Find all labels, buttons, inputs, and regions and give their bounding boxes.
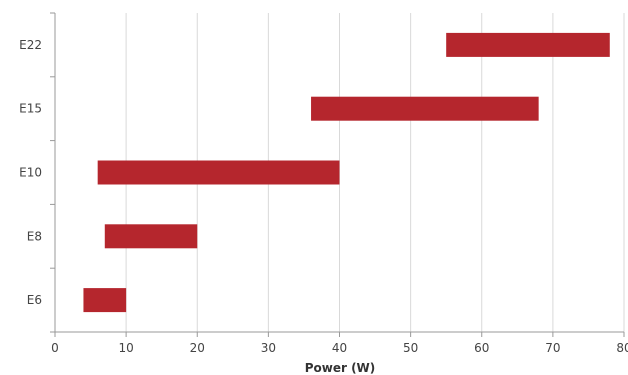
bar-e15 <box>311 96 539 121</box>
y-tick-label: E15 <box>19 102 42 116</box>
x-tick-label: 50 <box>403 341 418 355</box>
y-tick-label: E10 <box>19 166 42 180</box>
bar-e6 <box>83 288 127 313</box>
x-axis-title: Power (W) <box>305 361 376 375</box>
bars <box>83 32 610 313</box>
axes <box>50 12 625 337</box>
x-tick-label: 10 <box>118 341 133 355</box>
x-tick-label: 80 <box>616 341 628 355</box>
x-tick-label: 40 <box>332 341 347 355</box>
bar-e8 <box>104 224 198 249</box>
x-tick-label: 30 <box>261 341 276 355</box>
x-tick-labels: 0 10 20 30 40 50 60 70 80 <box>51 341 628 355</box>
x-tick-label: 60 <box>474 341 489 355</box>
y-tick-labels: E6 E8 E10 E15 E22 <box>19 38 42 307</box>
x-tick-label: 70 <box>545 341 560 355</box>
x-tick-label: 20 <box>190 341 205 355</box>
x-tick-label: 0 <box>51 341 59 355</box>
y-tick-label: E6 <box>27 293 42 307</box>
y-tick-label: E22 <box>19 38 42 52</box>
bar-e22 <box>446 32 610 57</box>
bar-e10 <box>97 160 340 185</box>
y-tick-label: E8 <box>27 229 42 243</box>
